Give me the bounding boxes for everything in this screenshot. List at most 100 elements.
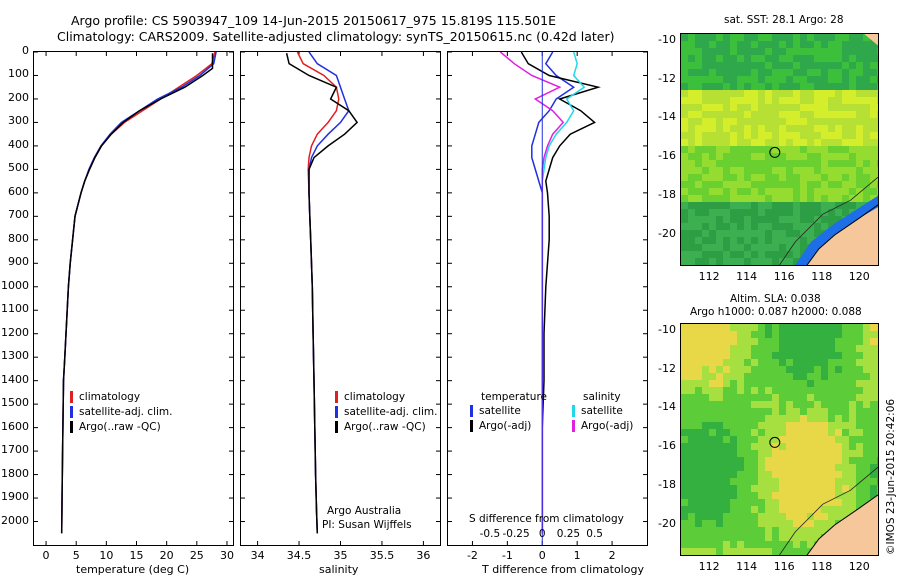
map-cell xyxy=(702,527,709,534)
map-cell xyxy=(842,366,849,373)
map-cell xyxy=(821,132,828,139)
map-cell xyxy=(821,443,828,450)
legend-label: climatology xyxy=(79,391,141,403)
map-cell xyxy=(821,195,828,202)
map-cell xyxy=(751,97,758,104)
map-cell xyxy=(807,527,814,534)
map-cell xyxy=(716,408,723,415)
map-cell xyxy=(737,90,744,97)
map-cell xyxy=(877,338,878,345)
map-cell xyxy=(793,55,800,62)
map-cell xyxy=(744,331,751,338)
map-cell xyxy=(744,352,751,359)
map-cell xyxy=(779,237,786,244)
map-cell xyxy=(779,429,786,436)
map-cell xyxy=(842,422,849,429)
map-cell xyxy=(695,527,702,534)
legend-entry: climatology xyxy=(335,391,437,406)
map-cell xyxy=(765,195,772,202)
map-cell xyxy=(751,153,758,160)
map-cell xyxy=(751,499,758,506)
map-cell xyxy=(723,258,730,265)
map-cell xyxy=(800,237,807,244)
map-cell xyxy=(751,174,758,181)
map-cell xyxy=(758,237,765,244)
map-cell xyxy=(772,345,779,352)
map-cell xyxy=(877,324,878,331)
map-cell xyxy=(723,478,730,485)
map-cell xyxy=(730,394,737,401)
map-cell xyxy=(856,125,863,132)
map-cell xyxy=(800,527,807,534)
map-cell xyxy=(695,338,702,345)
map-cell xyxy=(800,167,807,174)
map-cell xyxy=(765,244,772,251)
map-cell xyxy=(737,520,744,527)
map-cell xyxy=(681,118,688,125)
map-cell xyxy=(751,244,758,251)
map-cell xyxy=(765,527,772,534)
map-cell xyxy=(730,457,737,464)
map-cell xyxy=(751,48,758,55)
map-cell xyxy=(695,366,702,373)
map-cell xyxy=(793,83,800,90)
map-cell xyxy=(814,464,821,471)
map-cell xyxy=(751,478,758,485)
map-cell xyxy=(758,506,765,513)
map-cell xyxy=(863,160,870,167)
map-cell xyxy=(744,373,751,380)
map-cell xyxy=(849,111,856,118)
map-cell xyxy=(842,153,849,160)
map-cell xyxy=(744,527,751,534)
map-cell xyxy=(793,41,800,48)
map-cell xyxy=(744,34,751,41)
map-cell xyxy=(744,450,751,457)
map-cell xyxy=(737,55,744,62)
map-cell xyxy=(730,251,737,258)
map-cell xyxy=(814,492,821,499)
map-cell xyxy=(737,499,744,506)
map-cell xyxy=(723,520,730,527)
map-cell xyxy=(765,48,772,55)
map-cell xyxy=(863,83,870,90)
map-cell xyxy=(723,167,730,174)
map-cell xyxy=(765,251,772,258)
map-cell xyxy=(772,202,779,209)
map-cell xyxy=(730,513,737,520)
map-cell xyxy=(842,202,849,209)
map-cell xyxy=(793,506,800,513)
map-cell xyxy=(849,202,856,209)
map-cell xyxy=(681,195,688,202)
map-cell xyxy=(842,415,849,422)
map-cell xyxy=(772,478,779,485)
map-cell xyxy=(793,62,800,69)
map-cell xyxy=(751,541,758,548)
map-cell xyxy=(800,380,807,387)
map-cell xyxy=(786,202,793,209)
map-cell xyxy=(772,125,779,132)
map-cell xyxy=(730,216,737,223)
map-cell xyxy=(786,118,793,125)
map-cell xyxy=(828,153,835,160)
map-cell xyxy=(723,83,730,90)
map-cell xyxy=(744,464,751,471)
legend-entry: Argo(-adj) xyxy=(470,420,531,432)
map-cell xyxy=(681,478,688,485)
map-cell xyxy=(849,380,856,387)
map-cell xyxy=(877,69,878,76)
map-cell xyxy=(681,457,688,464)
map-cell xyxy=(709,499,716,506)
map-cell xyxy=(737,41,744,48)
map-cell xyxy=(709,83,716,90)
map-cell xyxy=(695,541,702,548)
map-cell xyxy=(793,230,800,237)
map-cell xyxy=(695,258,702,265)
map-cell xyxy=(723,118,730,125)
legend-label: satellite-adj. clim. xyxy=(79,406,173,418)
map-cell xyxy=(877,188,878,195)
map-cell xyxy=(716,457,723,464)
map-cell xyxy=(702,104,709,111)
map-cell xyxy=(863,111,870,118)
map-cell xyxy=(702,415,709,422)
map-cell xyxy=(835,443,842,450)
